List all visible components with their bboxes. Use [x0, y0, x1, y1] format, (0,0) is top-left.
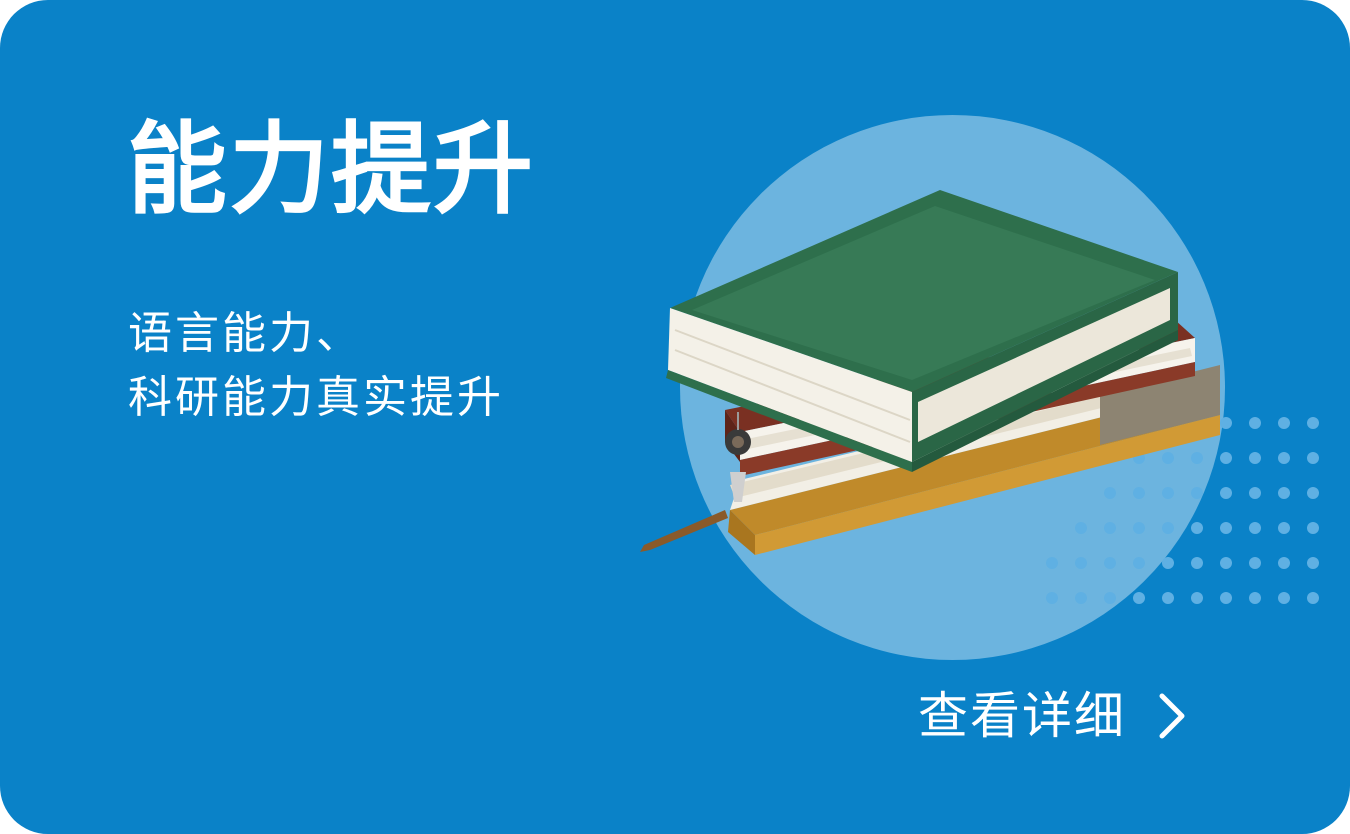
pattern-dot — [1220, 522, 1232, 534]
subtitle-line: 语言能力、 — [128, 308, 363, 359]
pattern-dot — [1249, 487, 1261, 499]
pattern-dot — [1133, 522, 1145, 534]
pattern-dot — [1162, 522, 1174, 534]
pattern-dot — [1307, 487, 1319, 499]
pattern-dot — [1075, 522, 1087, 534]
pattern-dot — [1249, 557, 1261, 569]
bookmark-ribbon — [640, 412, 751, 552]
pattern-dot — [1046, 557, 1058, 569]
pattern-dot — [1075, 557, 1087, 569]
pattern-dot — [1278, 592, 1290, 604]
pattern-dot — [1220, 417, 1232, 429]
pattern-dot — [1104, 592, 1116, 604]
subtitle-line: 科研能力真实提升 — [128, 372, 504, 423]
pattern-dot — [1278, 522, 1290, 534]
pattern-dot — [1220, 452, 1232, 464]
book-green — [666, 190, 1178, 472]
pattern-dot — [1075, 592, 1087, 604]
pattern-dot — [1220, 592, 1232, 604]
view-details-link[interactable]: 查看详细 — [918, 680, 1188, 752]
pattern-dot — [1307, 417, 1319, 429]
pattern-dot — [1104, 557, 1116, 569]
pattern-dot — [1133, 557, 1145, 569]
pattern-dot — [1249, 522, 1261, 534]
pattern-dot — [1191, 452, 1203, 464]
pattern-dot — [1307, 592, 1319, 604]
pattern-dot — [1191, 522, 1203, 534]
pattern-dot — [1278, 557, 1290, 569]
pattern-dot — [1104, 487, 1116, 499]
pattern-dot — [1249, 452, 1261, 464]
pattern-dot — [1162, 557, 1174, 569]
card-subtitle: 语言能力、 科研能力真实提升 — [128, 302, 504, 430]
pattern-dot — [1162, 452, 1174, 464]
pattern-dot — [1104, 522, 1116, 534]
chevron-right-icon — [1159, 693, 1185, 739]
pattern-dot — [1191, 557, 1203, 569]
pattern-dot — [1249, 417, 1261, 429]
stacked-books-icon — [640, 190, 1220, 555]
pattern-dot — [1307, 452, 1319, 464]
card-title: 能力提升 — [127, 111, 535, 228]
pattern-dot — [1046, 592, 1058, 604]
pattern-dot — [1220, 557, 1232, 569]
pattern-dot — [1307, 557, 1319, 569]
pattern-dot — [1278, 452, 1290, 464]
pattern-dot — [1278, 417, 1290, 429]
pattern-dot — [1133, 487, 1145, 499]
pattern-dot — [1307, 522, 1319, 534]
pattern-dot — [1249, 592, 1261, 604]
pattern-dot — [1191, 592, 1203, 604]
pattern-dot — [1162, 592, 1174, 604]
pattern-dot — [1162, 487, 1174, 499]
pattern-dot — [1133, 592, 1145, 604]
pattern-dot — [1220, 487, 1232, 499]
pattern-dot — [1278, 487, 1290, 499]
view-details-label: 查看详细 — [918, 687, 1126, 745]
pattern-dot — [1191, 487, 1203, 499]
